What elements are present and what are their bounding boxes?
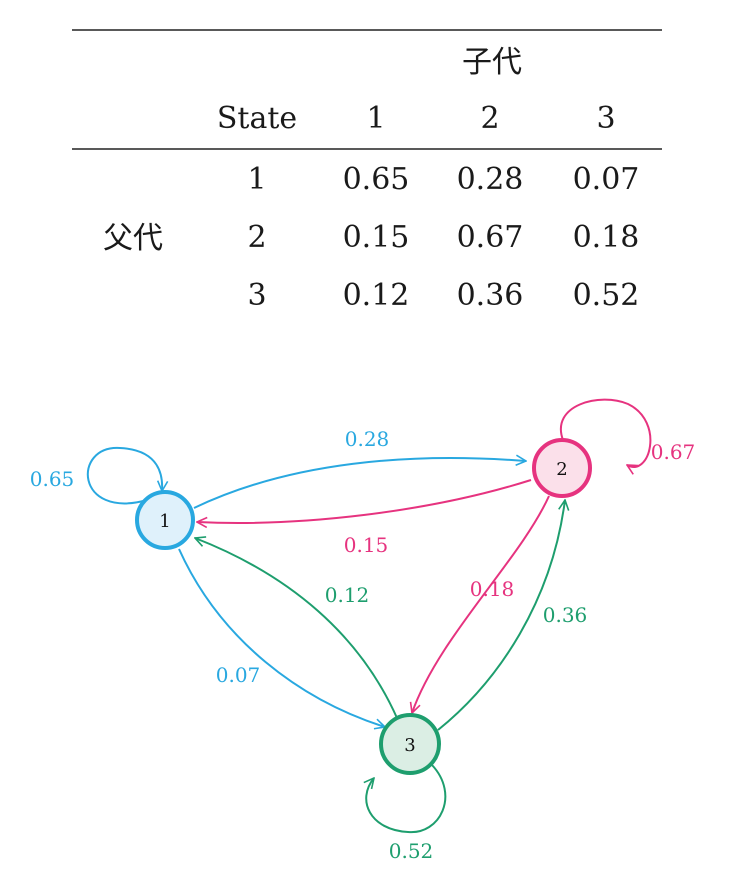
- node-2: 2: [532, 438, 592, 498]
- matrix-cell: 0.36: [457, 278, 524, 313]
- row-state-label: 3: [247, 278, 266, 313]
- edge-2-to-2: [559, 398, 652, 467]
- state-header: State: [217, 101, 297, 136]
- column-state-header: 3: [596, 101, 615, 136]
- matrix-cell: 0.65: [343, 162, 410, 197]
- edge-label-3-to-2: 0.36: [543, 603, 588, 627]
- edge-2-to-3: [412, 495, 550, 713]
- edge-label-3-to-3: 0.52: [389, 839, 434, 863]
- edge-3-to-3: [366, 764, 447, 834]
- edge-3-to-2: [437, 500, 565, 731]
- edge-label-3-to-1: 0.12: [325, 583, 370, 607]
- node-1-circle: [135, 490, 195, 550]
- matrix-cell: 0.52: [573, 278, 640, 313]
- parent-generation-header: 父代: [103, 221, 163, 256]
- offspring-generation-header: 子代: [462, 45, 522, 80]
- node-3-label: 3: [404, 735, 415, 756]
- edge-1-to-2: [193, 458, 526, 509]
- edge-label-1-to-2: 0.28: [345, 427, 390, 451]
- node-1: 1: [135, 490, 195, 550]
- matrix-cell: 0.07: [573, 162, 640, 197]
- edge-2-to-1: [197, 479, 532, 523]
- node-3: 3: [379, 713, 441, 775]
- node-1-label: 1: [159, 511, 170, 532]
- column-state-header: 1: [366, 101, 385, 136]
- matrix-cell: 0.12: [343, 278, 410, 313]
- node-3-circle: [379, 713, 441, 775]
- row-state-label: 1: [247, 162, 266, 197]
- edge-label-1-to-1: 0.65: [30, 467, 75, 491]
- state-transition-diagram: 1 2 3 0.65 0.28 0.07 0.15 0.67 0.18 0.12…: [30, 398, 696, 863]
- matrix-cell: 0.18: [573, 220, 640, 255]
- matrix-cell: 0.28: [457, 162, 524, 197]
- edge-1-to-3: [178, 548, 385, 727]
- column-state-header: 2: [480, 101, 499, 136]
- node-2-label: 2: [556, 459, 567, 480]
- edge-1-to-1: [86, 446, 162, 505]
- node-2-circle: [532, 438, 592, 498]
- edge-label-2-to-2: 0.67: [651, 440, 696, 464]
- edge-label-2-to-1: 0.15: [344, 533, 389, 557]
- edge-label-1-to-3: 0.07: [216, 663, 261, 687]
- matrix-cell: 0.15: [343, 220, 410, 255]
- edge-label-2-to-3: 0.18: [470, 577, 515, 601]
- edge-3-to-1: [195, 538, 398, 719]
- matrix-cell: 0.67: [457, 220, 524, 255]
- row-state-label: 2: [247, 220, 266, 255]
- transition-matrix-table: 子代 State 1 2 3 父代 1 2 3 0.65 0.28 0.07 0…: [72, 29, 662, 313]
